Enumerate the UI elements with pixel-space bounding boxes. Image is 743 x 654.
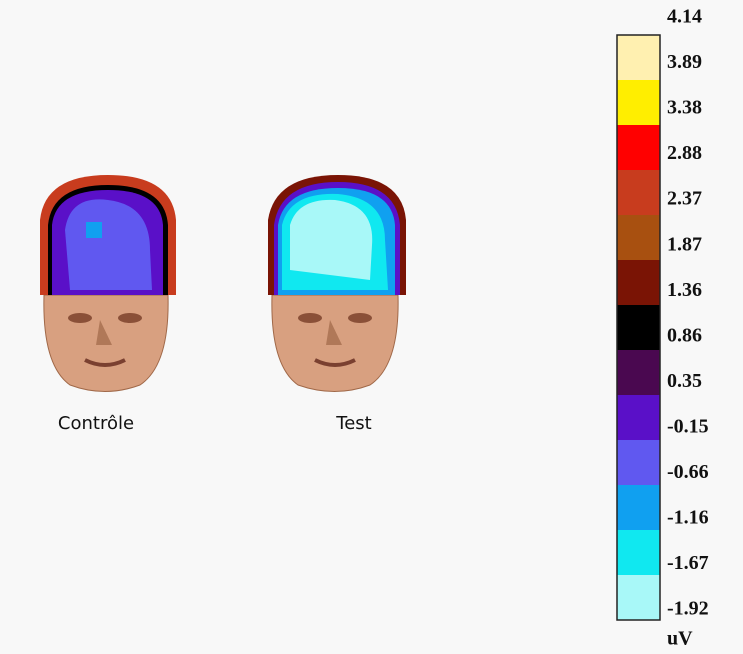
colorbar-unit: uV [667, 628, 693, 650]
colorbar-band [617, 215, 660, 261]
colorbar-band [617, 485, 660, 531]
colorbar-tick-label: 2.88 [667, 142, 702, 164]
colorbar-band [617, 35, 660, 81]
head-control [40, 175, 176, 392]
colorbar-band [617, 260, 660, 306]
colorbar-tick-label: 4.14 [667, 6, 702, 28]
colorbar-band [617, 170, 660, 216]
colorbar-frame [616, 34, 661, 621]
head-test [268, 175, 406, 392]
colorbar-tick-label: -0.15 [667, 415, 709, 437]
colorbar-tick-label: 1.87 [667, 233, 702, 255]
colorbar-tick-label: 0.86 [667, 324, 702, 346]
colorbar-tick-label: 2.37 [667, 188, 702, 210]
colorbar-band [617, 395, 660, 441]
colorbar-band [617, 80, 660, 126]
colorbar-tick-label: 3.89 [667, 51, 702, 73]
colorbar-band [617, 575, 660, 621]
colorbar-tick-label: 1.36 [667, 279, 702, 301]
head-label: Contrôle [58, 413, 134, 434]
colorbar-tick-label: 3.38 [667, 97, 702, 119]
colorbar-tick-label: -0.66 [667, 461, 709, 483]
colorbar-band [617, 125, 660, 171]
colorbar-band [617, 350, 660, 396]
head-label: Test [335, 413, 371, 434]
colorbar-tick-label: 0.35 [667, 370, 702, 392]
colorbar-tick-label: -1.92 [667, 598, 709, 620]
colorbar-band [617, 440, 660, 486]
colorbar-band [617, 305, 660, 351]
colorbar-tick-label: -1.16 [667, 507, 709, 529]
colorbar-band [617, 530, 660, 576]
colorbar-tick-label: -1.67 [667, 552, 709, 574]
